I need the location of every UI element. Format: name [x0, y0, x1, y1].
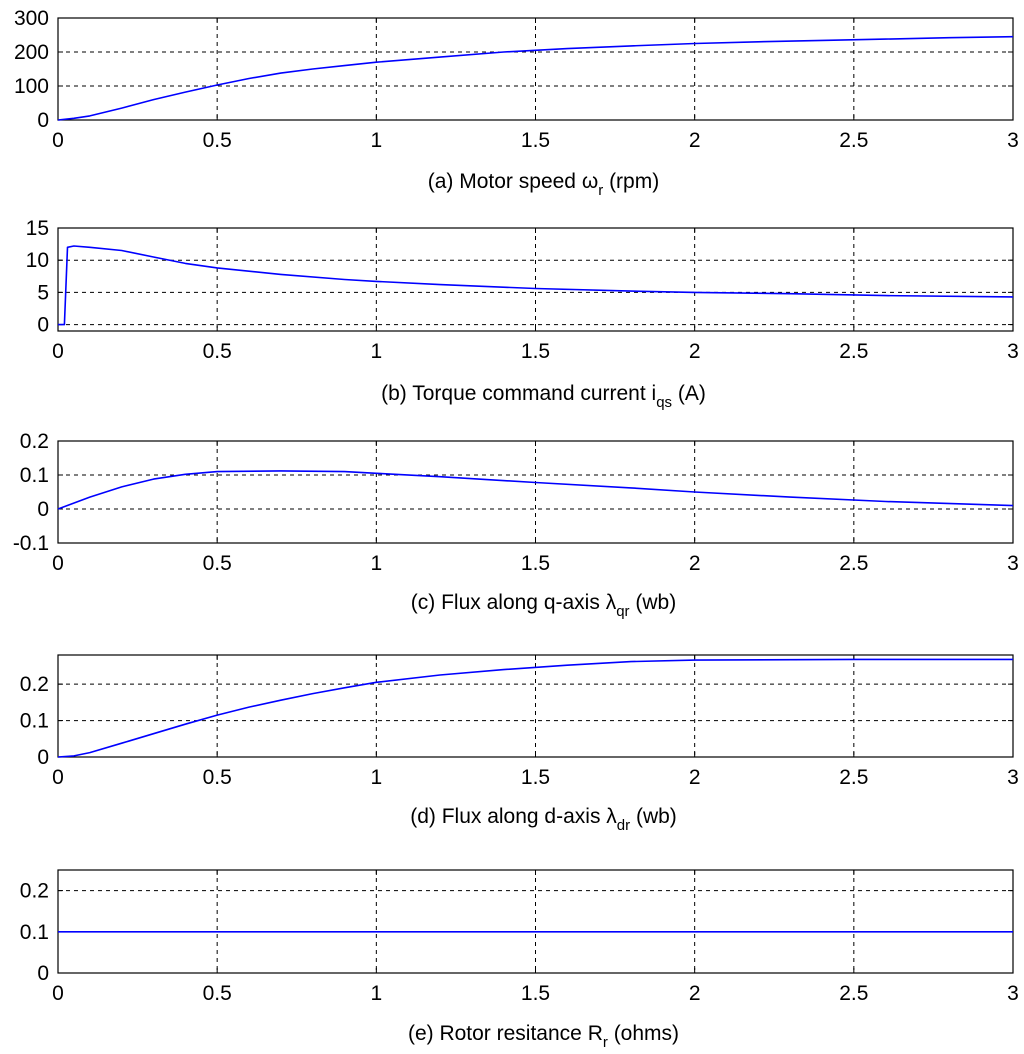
caption-symbol: λ	[606, 591, 617, 614]
caption-subscript: r	[598, 182, 603, 199]
y-tick-label: -0.1	[13, 532, 49, 555]
subplot-a-motor-speed: 0 0.5 1 1.5 2 2.5 3 0 100 200 300 (a) Motor speed ω…	[14, 7, 1019, 199]
x-tick-label: 1.5	[521, 552, 550, 575]
subplot-caption: (e) Rotor resitance Rr (ohms)	[408, 1022, 679, 1051]
y-tick-label: 10	[26, 249, 49, 272]
x-tick-label: 3	[1007, 552, 1019, 575]
caption-units: (wb)	[630, 591, 677, 614]
subplot-e-rotor-resistance: 0 0.5 1 1.5 2 2.5 3 0 0.1 0.2 (e) Rotor resitance …	[20, 869, 1019, 1051]
x-tick-label: 0	[52, 766, 64, 789]
x-tick-label: 1	[370, 982, 382, 1005]
caption-symbol: λ	[606, 805, 617, 828]
x-tick-label: 0.5	[203, 766, 232, 789]
caption-units: (ohms)	[608, 1022, 679, 1045]
y-tick-label: 200	[14, 41, 49, 64]
caption-units: (A)	[672, 382, 706, 405]
series-line-lambda_qr	[57, 470, 1014, 510]
x-tick-label: 0	[52, 129, 64, 152]
caption-symbol: i	[652, 382, 657, 405]
x-tick-label: 1.5	[521, 129, 550, 152]
x-tick-label: 2.5	[839, 129, 868, 152]
x-tick-label: 3	[1007, 340, 1019, 363]
caption-text: (d) Flux along d-axis	[410, 805, 606, 828]
y-tick-label: 0	[37, 746, 49, 769]
x-tick-label: 0	[52, 982, 64, 1005]
caption-subscript: qr	[616, 603, 629, 620]
x-tick-label: 0.5	[203, 340, 232, 363]
caption-symbol: R	[588, 1022, 603, 1045]
caption-symbol: ω	[582, 170, 598, 193]
x-tick-label: 3	[1007, 982, 1019, 1005]
y-tick-label: 0.2	[20, 880, 49, 903]
caption-units: (wb)	[630, 805, 677, 828]
y-tick-label: 300	[14, 7, 49, 30]
x-tick-label: 0	[52, 552, 64, 575]
x-tick-label: 1	[370, 129, 382, 152]
x-tick-label: 2	[689, 766, 701, 789]
y-tick-label: 0.2	[20, 430, 49, 453]
subplot-caption: (d) Flux along d-axis λdr (wb)	[410, 805, 677, 834]
y-tick-label: 15	[26, 217, 49, 240]
x-tick-label: 3	[1007, 766, 1019, 789]
subplot-c-flux-q-axis: 0 0.5 1 1.5 2 2.5 3-0.100.10.2(c) Flux along q…	[13, 430, 1019, 620]
x-tick-label: 2	[689, 982, 701, 1005]
x-tick-label: 2	[689, 552, 701, 575]
caption-text: (c) Flux along q-axis	[411, 591, 606, 614]
caption-text: (a) Motor speed	[428, 170, 582, 193]
y-tick-label: 0.1	[20, 464, 49, 487]
y-tick-label: 5	[37, 281, 49, 304]
subplot-caption: (b) Torque command current iqs (A)	[381, 382, 706, 411]
caption-subscript: qs	[656, 394, 672, 411]
x-tick-label: 0.5	[203, 552, 232, 575]
y-tick-label: 0	[37, 498, 49, 521]
caption-subscript: r	[603, 1034, 608, 1051]
caption-units: (rpm)	[603, 170, 659, 193]
series-line-speed	[57, 35, 1014, 121]
x-tick-label: 1.5	[521, 766, 550, 789]
y-tick-label: 0.1	[20, 921, 49, 944]
caption-text: (e) Rotor resitance	[408, 1022, 588, 1045]
subplot-caption: (a) Motor speed ωr (rpm)	[428, 170, 659, 199]
series-line-lambda_dr	[57, 658, 1013, 758]
x-tick-label: 1	[370, 766, 382, 789]
x-tick-label: 1.5	[521, 982, 550, 1005]
subplot-d-flux-d-axis: 0 0.5 1 1.5 2 2.5 3 0 0.1 0.2 (d) Flux along d-axi…	[20, 654, 1019, 834]
x-tick-label: 2.5	[839, 982, 868, 1005]
y-tick-label: 0	[37, 109, 49, 132]
x-tick-label: 2	[689, 340, 701, 363]
caption-subscript: dr	[617, 817, 630, 834]
x-tick-label: 2.5	[839, 340, 868, 363]
x-tick-label: 3	[1007, 129, 1019, 152]
x-tick-label: 0.5	[203, 982, 232, 1005]
y-tick-label: 0.2	[20, 673, 49, 696]
x-tick-label: 0	[52, 340, 64, 363]
x-tick-label: 0.5	[203, 129, 232, 152]
subplot-b-torque-current: 0 0.5 1 1.5 2 2.5 3 0 5 10 15 (b) Torque command cu…	[26, 217, 1019, 411]
y-tick-label: 0	[37, 962, 49, 985]
y-tick-label: 0	[37, 314, 49, 337]
y-tick-label: 100	[14, 75, 49, 98]
x-tick-label: 1	[370, 552, 382, 575]
x-tick-label: 2.5	[839, 552, 868, 575]
caption-text: (b) Torque command current	[381, 382, 651, 405]
x-tick-label: 1.5	[521, 340, 550, 363]
subplot-caption: (c) Flux along q-axis λqr (wb)	[411, 591, 676, 620]
x-tick-label: 1	[370, 340, 382, 363]
series-line-iqs	[58, 245, 1014, 326]
x-tick-label: 2.5	[839, 766, 868, 789]
y-tick-label: 0.1	[20, 710, 49, 733]
x-tick-label: 2	[689, 129, 701, 152]
